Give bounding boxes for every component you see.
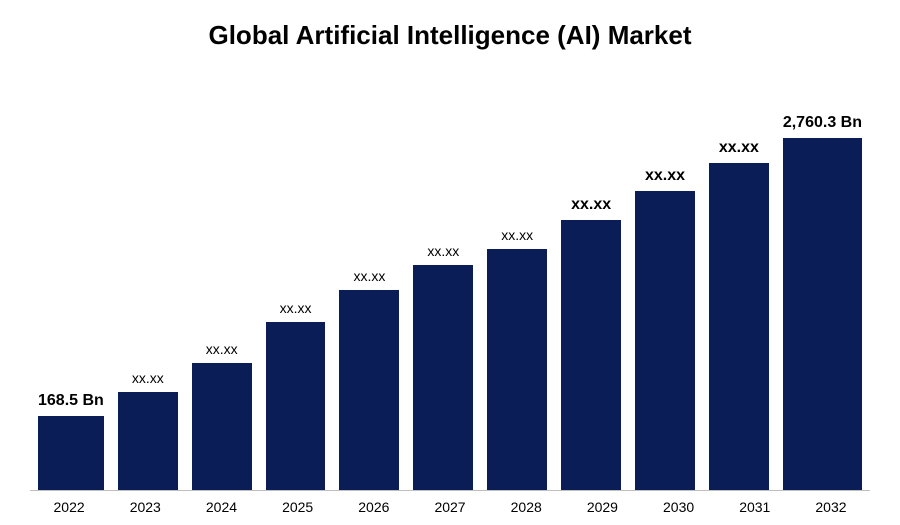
bar-value-label: xx.xx [719, 139, 759, 157]
bar-slot: 2,760.3 Bn [783, 81, 862, 490]
x-tick-label: 2031 [724, 499, 786, 515]
bar [561, 220, 621, 490]
x-tick-label: 2032 [800, 499, 862, 515]
x-axis: 2022 2023 2024 2025 2026 2027 2028 2029 2030 2031… [30, 491, 870, 515]
bar [118, 392, 178, 490]
bar-value-label: xx.xx [206, 341, 238, 357]
bar-slot: xx.xx [118, 81, 178, 490]
x-tick-label: 2030 [648, 499, 710, 515]
bar-value-label: 2,760.3 Bn [783, 114, 862, 132]
bar-value-label: xx.xx [132, 370, 164, 386]
bar [266, 322, 326, 490]
x-tick-label: 2028 [495, 499, 557, 515]
bar-value-label: xx.xx [501, 227, 533, 243]
bar-slot: xx.xx [487, 81, 547, 490]
x-tick-label: 2023 [114, 499, 176, 515]
bar-slot: xx.xx [339, 81, 399, 490]
bar-slot: xx.xx [561, 81, 621, 490]
bar-slot: xx.xx [635, 81, 695, 490]
bar [709, 163, 769, 490]
bar [635, 191, 695, 490]
bar-value-label: xx.xx [353, 268, 385, 284]
bar [38, 416, 104, 490]
bar [413, 265, 473, 490]
x-tick-label: 2029 [571, 499, 633, 515]
bar-slot: xx.xx [709, 81, 769, 490]
bar-slot: xx.xx [266, 81, 326, 490]
chart-title: Global Artificial Intelligence (AI) Mark… [208, 20, 691, 51]
chart-container: 168.5 Bn xx.xx xx.xx xx.xx xx.xx xx.xx xx.xx xx… [30, 81, 870, 515]
bar-slot: xx.xx [192, 81, 252, 490]
bar-value-label: xx.xx [280, 300, 312, 316]
bar-value-label: xx.xx [645, 167, 685, 185]
bar-slot: xx.xx [413, 81, 473, 490]
x-tick-label: 2024 [190, 499, 252, 515]
bar [783, 138, 862, 490]
x-tick-label: 2026 [343, 499, 405, 515]
bar [487, 249, 547, 490]
bar [192, 363, 252, 490]
bar-value-label: 168.5 Bn [38, 392, 104, 410]
bar-slot: 168.5 Bn [38, 81, 104, 490]
plot-area: 168.5 Bn xx.xx xx.xx xx.xx xx.xx xx.xx xx.xx xx… [30, 81, 870, 491]
bar [339, 290, 399, 490]
bar-value-label: xx.xx [571, 196, 611, 214]
x-tick-label: 2022 [38, 499, 100, 515]
x-tick-label: 2027 [419, 499, 481, 515]
x-tick-label: 2025 [267, 499, 329, 515]
bar-value-label: xx.xx [427, 243, 459, 259]
